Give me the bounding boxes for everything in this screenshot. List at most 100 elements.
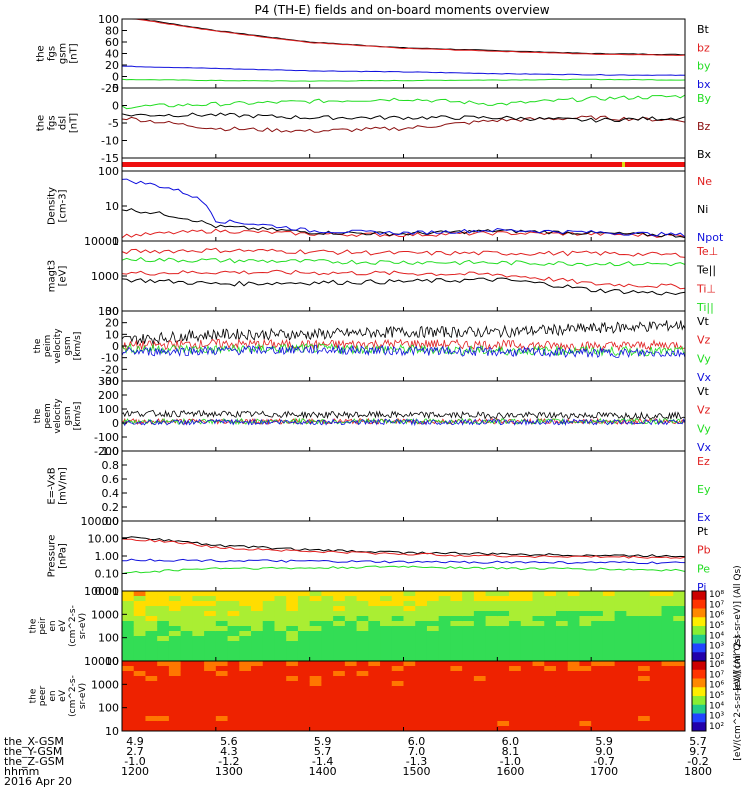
spectrogram-cell	[544, 596, 557, 602]
spectrogram-cell	[614, 666, 627, 672]
spectrogram-cell	[333, 671, 346, 677]
spectrogram-cell	[204, 656, 217, 662]
spectrogram-cell	[473, 601, 487, 607]
spectrogram-cell	[579, 711, 592, 717]
spectrogram-cell	[403, 606, 416, 612]
y-tick-label: 30	[105, 305, 119, 318]
spectrogram-cell	[309, 721, 322, 727]
spectrogram-cell	[344, 691, 358, 697]
spectrogram-cell	[626, 706, 639, 712]
y-axis-label-line: Density	[47, 187, 58, 225]
spectrogram-cell	[532, 701, 545, 707]
spectrogram-cell	[227, 691, 240, 697]
spectrogram-cell	[567, 621, 580, 627]
spectrogram-cell	[215, 726, 229, 732]
colorbar-tick-label: 10⁶	[709, 681, 724, 691]
spectrogram-cell	[122, 716, 135, 722]
spectrogram-cell	[356, 606, 369, 612]
spectrogram-cell	[380, 631, 393, 637]
spectrogram-cell	[321, 601, 334, 607]
spectrogram-cell	[497, 701, 510, 707]
y-axis-label-line: [km/s]	[73, 332, 83, 361]
colorbar-swatch	[692, 634, 706, 644]
spectrogram-cell	[297, 636, 311, 642]
spectrogram-cell	[227, 661, 240, 667]
spectrogram-cell	[473, 711, 487, 717]
spectrogram-cell	[450, 706, 463, 712]
spectrogram-cell	[168, 681, 182, 687]
spectrogram-cell	[509, 671, 522, 677]
spectrogram-cell	[274, 706, 287, 712]
spectrogram-cell	[520, 701, 534, 707]
spectrogram-cell	[227, 631, 240, 637]
spectrogram-cell	[426, 651, 440, 657]
spectrogram-cell	[204, 686, 217, 692]
spectrogram-cell	[204, 616, 217, 622]
y-axis-label-line: the	[33, 408, 43, 423]
spectrogram-cell	[227, 596, 240, 602]
spectrogram-cell	[602, 631, 616, 637]
spectrogram-cell	[426, 631, 440, 637]
colorbar-tick-label: 10⁸	[709, 660, 724, 670]
spectrogram-cell	[192, 631, 205, 637]
spectrogram-cell	[485, 671, 498, 677]
spectrogram-cell	[391, 701, 404, 707]
spectrogram-cell	[215, 681, 229, 687]
spectrogram-cell	[473, 591, 487, 597]
spectrogram-cell	[356, 631, 369, 637]
spectrogram-cell	[509, 676, 522, 682]
spectrogram-cell	[649, 686, 663, 692]
spectrogram-cell	[286, 726, 299, 732]
spectrogram-cell	[356, 601, 369, 607]
spectrogram-cell	[215, 696, 229, 702]
spectrogram-cell	[262, 651, 275, 657]
series-density-Ni	[121, 208, 686, 239]
spectrogram-cell	[661, 686, 674, 692]
spectrogram-cell	[415, 721, 428, 727]
spectrogram-cell	[368, 606, 381, 612]
spectrogram-cell	[157, 726, 170, 732]
spectrogram-cell	[509, 616, 522, 622]
spectrogram-cell	[356, 641, 369, 647]
spectrogram-cell	[215, 621, 229, 627]
spectrogram-cell	[426, 671, 440, 677]
spectrogram-cell	[649, 616, 663, 622]
spectrogram-cell	[356, 681, 369, 687]
spectrogram-cell	[251, 691, 264, 697]
panel-frame	[121, 380, 686, 452]
spectrogram-cell	[391, 626, 404, 632]
spectrogram-cell	[122, 601, 135, 607]
spectrogram-cell	[415, 666, 428, 672]
spectrogram-cell	[579, 641, 592, 647]
spectrogram-cell	[333, 626, 346, 632]
spectrogram-cell	[215, 611, 229, 617]
spectrogram-cell	[591, 666, 604, 672]
spectrogram-cell	[497, 726, 510, 732]
spectrogram-cell	[673, 726, 686, 732]
spectrogram-cell	[485, 711, 498, 717]
spectrogram-cell	[344, 596, 358, 602]
spectrogram-cell	[509, 686, 522, 692]
spectrogram-cell	[509, 661, 522, 667]
spectrogram-cell	[473, 681, 487, 687]
spectrogram-cell	[321, 701, 334, 707]
spectrogram-cell	[415, 596, 428, 602]
spectrogram-cell	[509, 596, 522, 602]
spectrogram-cell	[555, 651, 569, 657]
spectrogram-cell	[403, 656, 416, 662]
spectrogram-cell	[133, 601, 146, 607]
spectrogram-cell	[333, 706, 346, 712]
spectrogram-cell	[450, 676, 463, 682]
spectrogram-cell	[333, 656, 346, 662]
spectrogram-cell	[626, 646, 639, 652]
spectrogram-cell	[157, 636, 170, 642]
y-tick-label: 0.8	[102, 459, 120, 472]
y-axis-label-line: the	[36, 45, 47, 61]
series-fgs-gsm-Bt	[122, 18, 686, 56]
spectrogram-cell	[450, 666, 463, 672]
spectrogram-cell	[473, 706, 487, 712]
spectrogram-cell	[262, 606, 275, 612]
